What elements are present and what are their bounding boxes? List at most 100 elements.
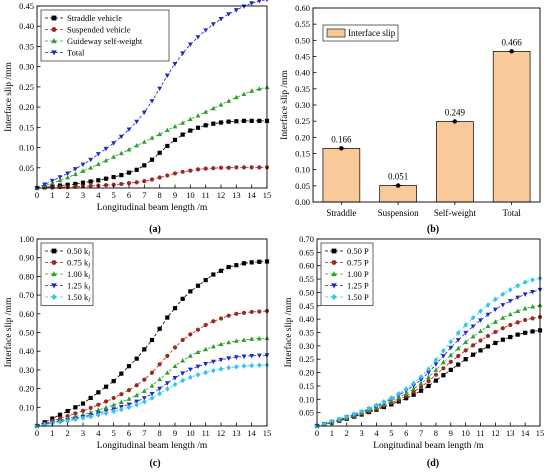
x-tick-label: 4 xyxy=(96,190,101,200)
x-tick-label: 15 xyxy=(536,428,545,438)
y-tick-label: 1.00 xyxy=(19,234,34,244)
series-line xyxy=(316,304,541,427)
data-point xyxy=(203,28,209,33)
data-point xyxy=(241,118,247,123)
legend-entry: 1.25 P xyxy=(347,281,369,291)
data-point xyxy=(65,418,70,424)
x-tick-label: 0 xyxy=(315,428,319,438)
data-point xyxy=(96,412,101,418)
x-tick-label: 9 xyxy=(449,428,453,438)
data-label: 0.249 xyxy=(445,107,466,117)
data-point xyxy=(180,296,185,301)
x-tick-label: 11 xyxy=(202,428,210,438)
data-point xyxy=(418,374,424,380)
legend-subscript: l xyxy=(88,286,90,293)
data-point xyxy=(141,388,147,393)
x-tick-label: 6 xyxy=(404,428,408,438)
data-point xyxy=(418,388,424,393)
data-point xyxy=(149,135,155,140)
x-tick-label: 9 xyxy=(173,428,177,438)
y-tick-label: 0.45 xyxy=(295,52,310,62)
data-point xyxy=(103,157,109,163)
data-point xyxy=(149,157,155,162)
legend-swatch-marker xyxy=(331,283,337,289)
series-line xyxy=(316,289,541,427)
data-point xyxy=(485,333,491,339)
data-point xyxy=(463,322,468,328)
y-axis-label: Interface slip /mm xyxy=(283,297,294,367)
data-point xyxy=(257,362,262,368)
data-point xyxy=(256,353,262,359)
data-point xyxy=(249,118,254,123)
data-point xyxy=(187,353,193,358)
data-point xyxy=(187,116,193,122)
y-tick-label: 0.40 xyxy=(299,314,314,324)
data-point xyxy=(141,396,147,401)
legend-subscript: l xyxy=(88,251,90,258)
data-point xyxy=(426,379,431,384)
data-point xyxy=(530,277,535,283)
data-point xyxy=(119,181,124,187)
data-point xyxy=(257,118,262,123)
x-tick-label: Total xyxy=(502,208,521,218)
data-point xyxy=(134,119,140,125)
data-point xyxy=(72,167,78,172)
bar xyxy=(492,50,531,203)
data-point xyxy=(111,408,116,415)
data-point xyxy=(507,311,513,317)
data-point xyxy=(448,338,454,345)
series-4 xyxy=(314,275,543,429)
x-tick-label: 3 xyxy=(81,190,85,200)
data-point xyxy=(73,416,78,423)
data-point xyxy=(381,398,387,405)
series-2 xyxy=(314,302,543,428)
data-point xyxy=(164,370,170,375)
data-point xyxy=(157,175,162,180)
data-point xyxy=(530,316,535,321)
data-point xyxy=(141,110,147,115)
data-point xyxy=(226,264,231,270)
y-tick-label: 0.65 xyxy=(299,247,314,257)
data-point xyxy=(322,421,327,427)
y-tick-label: 0.40 xyxy=(295,68,310,78)
data-point xyxy=(88,413,93,420)
data-point xyxy=(234,263,239,268)
data-point xyxy=(426,383,431,389)
y-tick-label: 0.35 xyxy=(295,84,310,94)
x-tick-label: 11 xyxy=(202,190,210,200)
y-tick-label: 0.05 xyxy=(299,408,314,418)
x-tick-label: 10 xyxy=(461,428,470,438)
data-point xyxy=(456,353,461,359)
legend-subscript: l xyxy=(88,263,90,270)
data-point xyxy=(522,305,528,311)
data-point xyxy=(187,42,193,47)
legend-subscript: l xyxy=(88,297,90,304)
data-point xyxy=(433,367,439,372)
data-point xyxy=(344,413,350,420)
y-tick-label: 0.15 xyxy=(295,149,310,159)
data-point xyxy=(500,337,505,342)
data-point xyxy=(257,0,262,4)
data-point xyxy=(157,86,163,92)
data-point xyxy=(211,319,216,324)
data-point xyxy=(411,386,417,391)
data-point xyxy=(96,402,101,407)
y-tick-label: 0.30 xyxy=(299,341,314,351)
data-point xyxy=(241,310,247,315)
data-point xyxy=(134,356,139,361)
data-point xyxy=(241,165,247,170)
data-point xyxy=(463,339,469,345)
y-tick-label: 0.35 xyxy=(299,328,314,338)
data-point xyxy=(448,345,454,351)
y-tick-label: 0.35 xyxy=(19,41,34,51)
data-point xyxy=(418,384,424,390)
data-point xyxy=(195,125,201,130)
x-tick-label: 2 xyxy=(66,428,70,438)
data-point xyxy=(126,364,132,369)
panel-label: (d) xyxy=(427,458,439,469)
x-tick-label: 4 xyxy=(374,428,379,438)
y-tick-label: 0.20 xyxy=(19,384,34,394)
data-point xyxy=(180,377,185,384)
data-point xyxy=(226,339,232,345)
